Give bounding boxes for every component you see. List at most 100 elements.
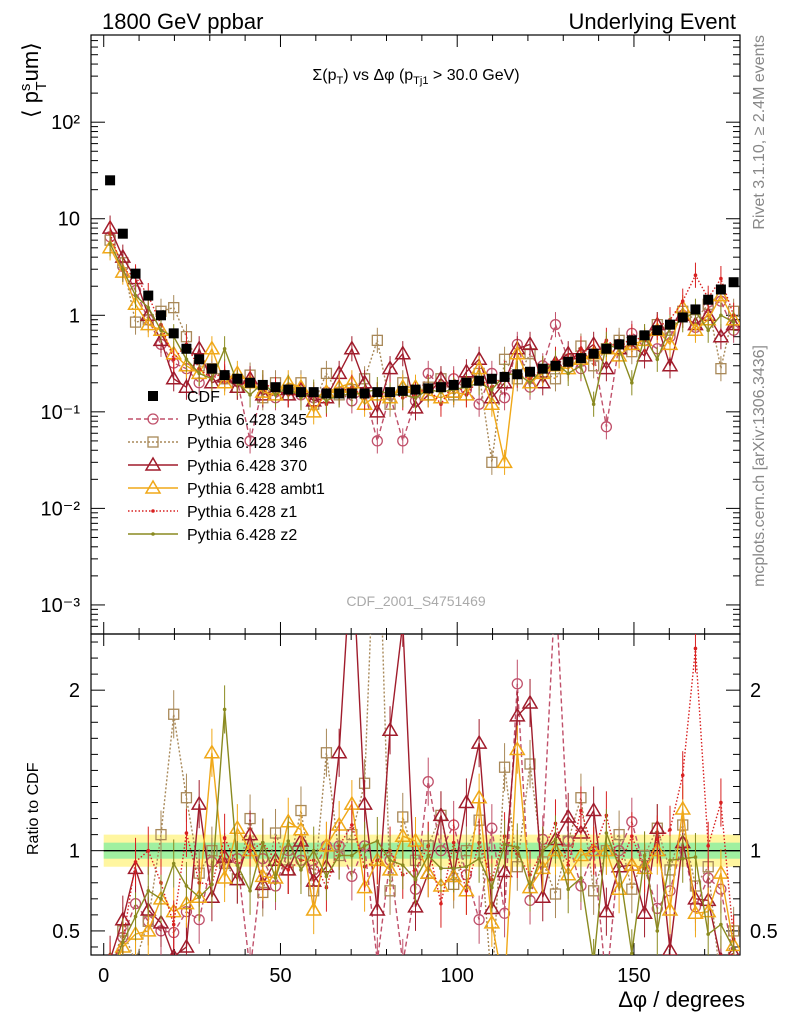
- legend-marker: [151, 532, 155, 536]
- ratio-point: [623, 856, 641, 871]
- data-point: [197, 371, 201, 376]
- series-line: [109, 243, 734, 407]
- ratio-point: [680, 773, 685, 778]
- ratio-ylabel: Ratio to CDF: [25, 762, 42, 855]
- ratio-point: [508, 741, 526, 756]
- main-ylabel: ⟨ psTum⟩: [17, 42, 50, 118]
- ratio-point: [168, 708, 180, 720]
- legend-label: Pythia 6.428 345: [187, 412, 307, 429]
- data-point: [550, 360, 561, 371]
- ratio-point: [470, 734, 488, 749]
- legend: CDF Pythia 6.428 345 Pythia 6.428 346 Pythi…: [128, 389, 325, 544]
- legend-item: Pythia 6.428 z2: [128, 527, 297, 544]
- data-point: [273, 393, 278, 397]
- ratio-point: [311, 848, 316, 853]
- ratio-point: [324, 874, 329, 879]
- ratio-point: [180, 792, 193, 804]
- x-axis-label: Δφ / degrees: [618, 987, 745, 1012]
- axes: 0 50 100 150 10⁻³ 10⁻² 10⁻¹ 1 10 10² 0.5 0.5 1 1 2 2: [41, 34, 778, 987]
- ratio-point: [422, 776, 434, 788]
- data-point: [397, 385, 408, 396]
- data-point: [203, 340, 221, 355]
- data-point: [563, 356, 574, 367]
- ratio-point: [498, 761, 511, 773]
- ratio-series-layer: [107, 454, 740, 994]
- ratio-point: [470, 789, 488, 804]
- data-point: [321, 388, 332, 399]
- ratio-plot-frame: [90, 633, 741, 956]
- ratio-point: [579, 876, 583, 880]
- data-point: [117, 228, 128, 239]
- data-point: [320, 367, 333, 380]
- ratio-point: [260, 840, 265, 845]
- legend-item: Pythia 6.428 346: [128, 435, 307, 452]
- data-point: [474, 375, 485, 386]
- data-point: [549, 318, 562, 331]
- data-point: [371, 334, 383, 347]
- data-point: [190, 340, 208, 355]
- data-point: [184, 357, 189, 362]
- ratio-point: [601, 980, 611, 990]
- ratio-series-pythia-6-428-z1: [109, 634, 736, 955]
- y-tick-label: 10: [58, 209, 80, 231]
- legend-marker: [147, 436, 159, 448]
- ratio-point: [292, 821, 310, 836]
- ratio-point: [642, 853, 647, 858]
- legend-marker: [144, 456, 162, 471]
- ratio-point: [668, 858, 672, 863]
- ratio-point: [487, 984, 497, 994]
- ratio-point: [508, 707, 526, 722]
- ratio-point: [171, 861, 176, 866]
- x-tick-label: 150: [617, 965, 650, 987]
- data-point: [601, 343, 612, 354]
- legend-marker: [144, 479, 162, 494]
- ratio-point: [502, 842, 507, 847]
- data-point: [490, 387, 494, 392]
- header-right: Underlying Event: [568, 9, 736, 34]
- data-point: [537, 363, 548, 374]
- data-point: [397, 435, 409, 447]
- ratio-point: [318, 837, 335, 852]
- ratio-point: [451, 866, 456, 871]
- data-point: [168, 301, 180, 314]
- data-point: [270, 382, 281, 393]
- legend-item: Pythia 6.428 ambt1: [128, 479, 325, 498]
- data-point: [143, 290, 154, 301]
- ratio-point: [451, 840, 456, 845]
- x-tick-label: 50: [269, 965, 291, 987]
- main-series-layer: [101, 175, 740, 475]
- ratio-point: [464, 864, 469, 869]
- data-point: [305, 403, 323, 418]
- ratio-point: [407, 898, 424, 913]
- ratio-point: [727, 944, 740, 955]
- ratio-point: [372, 956, 382, 966]
- data-point: [219, 370, 230, 381]
- rivet-label: Rivet 3.1.10, ≥ 2.4M events: [751, 35, 768, 230]
- ratio-point: [712, 864, 730, 879]
- data-point: [499, 371, 510, 382]
- ratio-point: [693, 855, 698, 859]
- ratio-point: [400, 863, 405, 867]
- data-point: [139, 316, 157, 331]
- ratio-point: [706, 844, 710, 848]
- ratio-point: [362, 844, 367, 848]
- x-tick-label: 0: [98, 965, 109, 987]
- ratio-point: [245, 966, 255, 976]
- ratio-point: [591, 848, 596, 853]
- data-point: [715, 363, 727, 375]
- ratio-point: [426, 853, 431, 858]
- ratio-point: [636, 904, 653, 920]
- ratio-point: [515, 845, 520, 850]
- data-point: [661, 335, 679, 351]
- data-point: [566, 371, 571, 376]
- data-point: [295, 387, 306, 398]
- ratio-point: [372, 454, 382, 464]
- data-point: [521, 335, 539, 351]
- analysis-watermark: CDF_2001_S4751469: [346, 593, 486, 609]
- data-point: [283, 384, 294, 395]
- legend-marker: [147, 413, 159, 425]
- ratio-point: [222, 836, 227, 840]
- ratio-point: [190, 795, 208, 810]
- ratio-y-tick-label-right: 0.5: [750, 921, 778, 943]
- ratio-point: [598, 903, 615, 918]
